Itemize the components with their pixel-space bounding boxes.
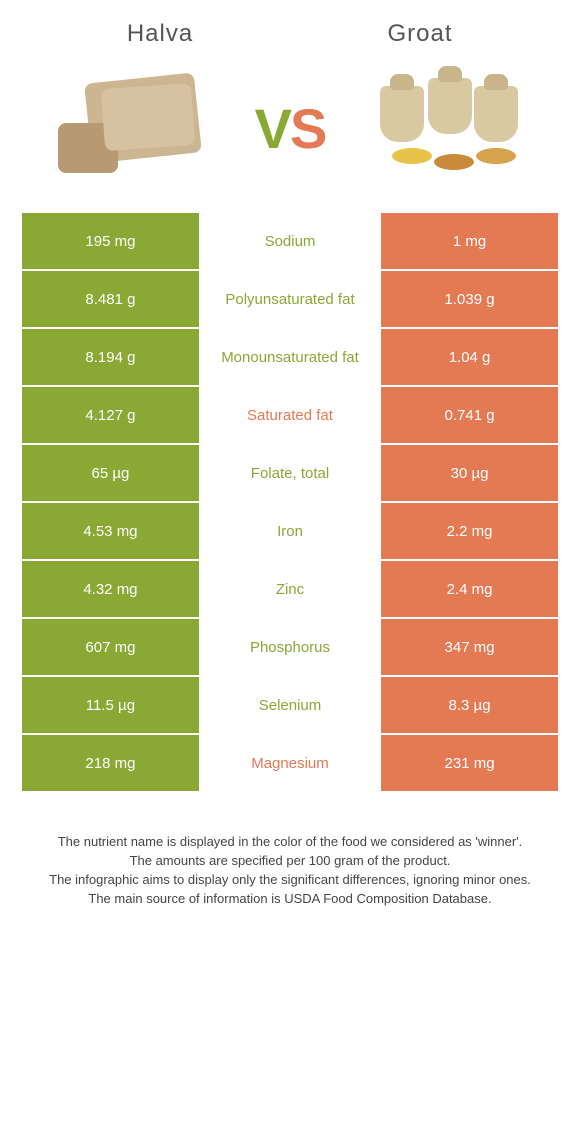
value-left: 11.5 µg xyxy=(22,677,199,733)
food-right-image xyxy=(333,68,560,188)
value-right: 1.04 g xyxy=(381,329,558,385)
table-row: 195 mgSodium1 mg xyxy=(22,213,558,269)
value-right: 231 mg xyxy=(381,735,558,791)
table-row: 11.5 µgSelenium8.3 µg xyxy=(22,677,558,733)
vs-s-letter: S xyxy=(290,97,325,160)
nutrient-name: Saturated fat xyxy=(199,387,381,443)
footer-notes: The nutrient name is displayed in the co… xyxy=(0,793,580,908)
vs-v-letter: V xyxy=(255,97,290,160)
footer-line-4: The main source of information is USDA F… xyxy=(30,890,550,909)
table-row: 607 mgPhosphorus347 mg xyxy=(22,619,558,675)
header: Halva Groat xyxy=(0,0,580,58)
value-left: 4.32 mg xyxy=(22,561,199,617)
nutrient-name: Selenium xyxy=(199,677,381,733)
food-right-name: Groat xyxy=(290,20,550,48)
vs-label: VS xyxy=(247,96,334,161)
value-left: 8.194 g xyxy=(22,329,199,385)
nutrient-name: Monounsaturated fat xyxy=(199,329,381,385)
food-right-header: Groat xyxy=(290,20,550,48)
nutrient-name: Magnesium xyxy=(199,735,381,791)
nutrient-name: Sodium xyxy=(199,213,381,269)
value-left: 4.127 g xyxy=(22,387,199,443)
table-row: 4.127 gSaturated fat0.741 g xyxy=(22,387,558,443)
value-left: 607 mg xyxy=(22,619,199,675)
comparison-table: 195 mgSodium1 mg8.481 gPolyunsaturated f… xyxy=(0,213,580,791)
table-row: 4.53 mgIron2.2 mg xyxy=(22,503,558,559)
footer-line-3: The infographic aims to display only the… xyxy=(30,871,550,890)
value-right: 30 µg xyxy=(381,445,558,501)
footer-line-2: The amounts are specified per 100 gram o… xyxy=(30,852,550,871)
nutrient-name: Folate, total xyxy=(199,445,381,501)
food-left-header: Halva xyxy=(30,20,290,48)
value-right: 1 mg xyxy=(381,213,558,269)
table-row: 65 µgFolate, total30 µg xyxy=(22,445,558,501)
value-left: 4.53 mg xyxy=(22,503,199,559)
table-row: 4.32 mgZinc2.4 mg xyxy=(22,561,558,617)
image-row: VS xyxy=(0,58,580,213)
value-right: 347 mg xyxy=(381,619,558,675)
footer-line-1: The nutrient name is displayed in the co… xyxy=(30,833,550,852)
value-left: 218 mg xyxy=(22,735,199,791)
table-row: 8.481 gPolyunsaturated fat1.039 g xyxy=(22,271,558,327)
value-left: 65 µg xyxy=(22,445,199,501)
value-right: 2.4 mg xyxy=(381,561,558,617)
table-row: 8.194 gMonounsaturated fat1.04 g xyxy=(22,329,558,385)
value-left: 195 mg xyxy=(22,213,199,269)
nutrient-name: Iron xyxy=(199,503,381,559)
food-left-image xyxy=(20,68,247,188)
value-right: 2.2 mg xyxy=(381,503,558,559)
nutrient-name: Polyunsaturated fat xyxy=(199,271,381,327)
value-left: 8.481 g xyxy=(22,271,199,327)
nutrient-name: Phosphorus xyxy=(199,619,381,675)
nutrient-name: Zinc xyxy=(199,561,381,617)
food-left-name: Halva xyxy=(30,20,290,48)
value-right: 8.3 µg xyxy=(381,677,558,733)
table-row: 218 mgMagnesium231 mg xyxy=(22,735,558,791)
value-right: 0.741 g xyxy=(381,387,558,443)
value-right: 1.039 g xyxy=(381,271,558,327)
